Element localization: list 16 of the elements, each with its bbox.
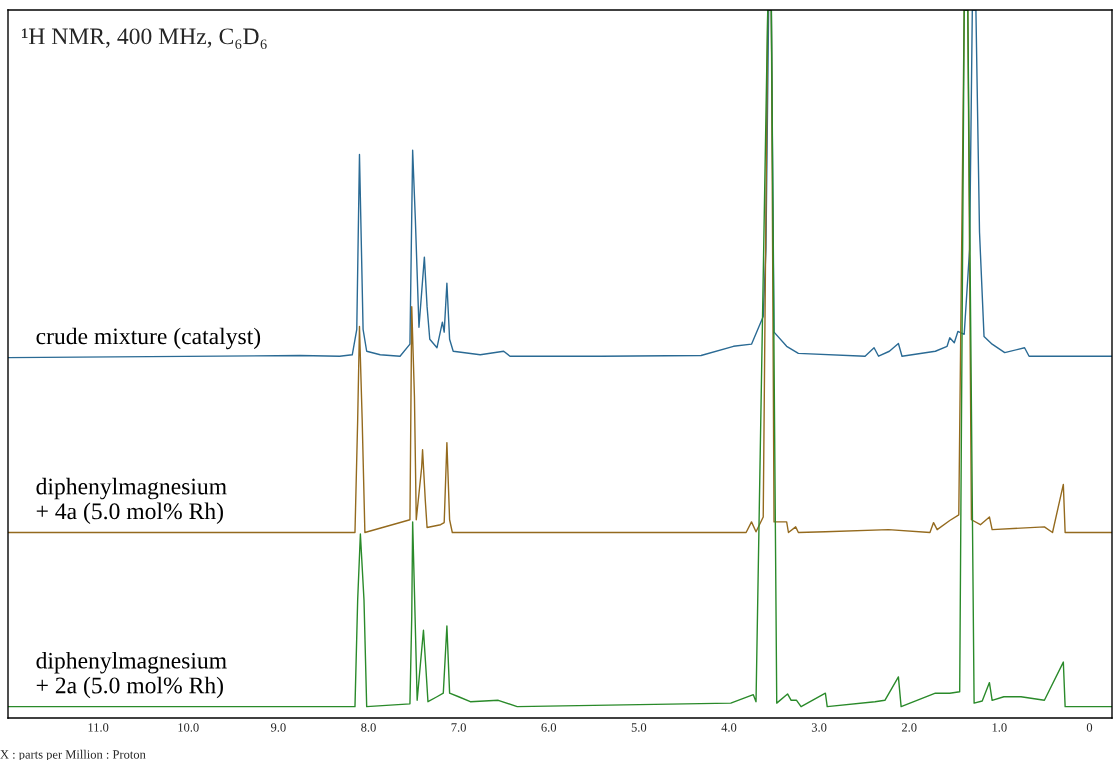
series-label: diphenylmagnesium + 2a (5.0 mol% Rh) — [36, 652, 227, 699]
x-tick-label: 9.0 — [270, 723, 286, 732]
text: ¹H NMR, 400 MHz, C₆D₆ — [22, 28, 267, 49]
x-tick-label: 1.0 — [992, 723, 1007, 732]
x-tick-label: 7.0 — [451, 723, 466, 732]
x-tick-label: 10.0 — [178, 723, 199, 732]
x-tick-label: 11.0 — [88, 723, 109, 732]
x-tick-label: 6.0 — [541, 723, 557, 732]
series-label: diphenylmagnesium + 4a (5.0 mol% Rh) — [36, 477, 227, 525]
x-tick-label: 5.0 — [631, 723, 647, 732]
x-tick-label: 2.0 — [901, 723, 917, 732]
x-tick-label: 3.0 — [811, 723, 827, 732]
x-tick-label: 8.0 — [361, 723, 376, 732]
series-label: crude mixture (catalyst) — [36, 327, 261, 350]
x-tick-label: 4.0 — [721, 723, 737, 732]
x-tick-label: 0 — [1086, 723, 1093, 732]
